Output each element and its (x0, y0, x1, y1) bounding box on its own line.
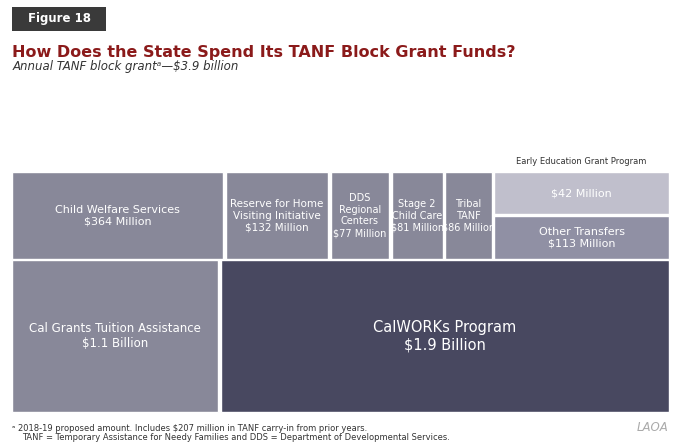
Text: Reserve for Home
Visiting Initiative
$132 Million: Reserve for Home Visiting Initiative $13… (230, 199, 324, 232)
FancyBboxPatch shape (331, 172, 389, 259)
FancyBboxPatch shape (494, 216, 669, 259)
FancyBboxPatch shape (221, 260, 669, 412)
FancyBboxPatch shape (12, 172, 223, 259)
Text: Other Transfers
$113 Million: Other Transfers $113 Million (539, 227, 624, 248)
Text: Cal Grants Tuition Assistance
$1.1 Billion: Cal Grants Tuition Assistance $1.1 Billi… (29, 322, 201, 350)
Text: TANF = Temporary Assistance for Needy Families and DDS = Department of Developme: TANF = Temporary Assistance for Needy Fa… (22, 433, 450, 441)
FancyBboxPatch shape (12, 260, 218, 412)
FancyBboxPatch shape (445, 172, 492, 259)
Text: ᵃ 2018-19 proposed amount. Includes $207 million in TANF carry-in from prior yea: ᵃ 2018-19 proposed amount. Includes $207… (12, 424, 368, 433)
Text: Child Welfare Services
$364 Million: Child Welfare Services $364 Million (55, 205, 180, 227)
Text: LAOA: LAOA (637, 421, 669, 434)
Text: CalWORKs Program
$1.9 Billion: CalWORKs Program $1.9 Billion (373, 320, 516, 352)
Text: Early Education Grant Program: Early Education Grant Program (516, 157, 647, 166)
Text: How Does the State Spend Its TANF Block Grant Funds?: How Does the State Spend Its TANF Block … (12, 44, 516, 60)
Text: $42 Million: $42 Million (551, 188, 612, 198)
FancyBboxPatch shape (494, 172, 669, 214)
Text: Annual TANF block grantᵃ—$3.9 billion: Annual TANF block grantᵃ—$3.9 billion (12, 60, 238, 73)
Text: Figure 18: Figure 18 (28, 12, 91, 25)
Text: Tribal
TANF
$86 Million: Tribal TANF $86 Million (442, 199, 495, 232)
FancyBboxPatch shape (12, 7, 106, 31)
Text: DDS
Regional
Centers
$77 Million: DDS Regional Centers $77 Million (333, 193, 387, 238)
Text: Stage 2
Child Care
$81 Million: Stage 2 Child Care $81 Million (390, 199, 444, 232)
FancyBboxPatch shape (226, 172, 328, 259)
FancyBboxPatch shape (392, 172, 443, 259)
